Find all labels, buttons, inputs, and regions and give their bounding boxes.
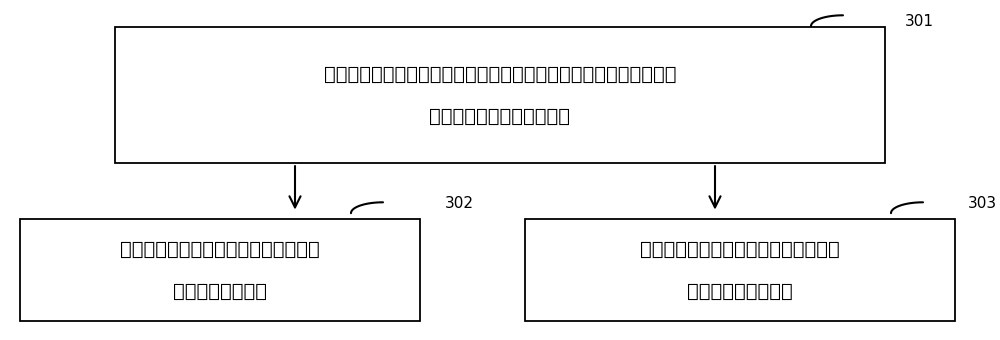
Text: 303: 303 [968,195,997,210]
Text: 301: 301 [905,14,934,29]
Text: 接收基站发送的测量配置信息；所述配置信息包括第一组配置信息、: 接收基站发送的测量配置信息；所述配置信息包括第一组配置信息、 [324,65,676,84]
Text: 302: 302 [445,195,474,210]
Text: 信息进行小区测量: 信息进行小区测量 [173,282,267,301]
Text: 在满足所述判断条件时采用第一组配置: 在满足所述判断条件时采用第一组配置 [120,240,320,259]
FancyBboxPatch shape [115,27,885,163]
FancyBboxPatch shape [525,219,955,321]
FancyBboxPatch shape [20,219,420,321]
Text: 第二组配置信息和判断条件: 第二组配置信息和判断条件 [430,107,570,126]
Text: 在不满足所述判断条件时采用第二组配: 在不满足所述判断条件时采用第二组配 [640,240,840,259]
Text: 置信息进行小区测量: 置信息进行小区测量 [687,282,793,301]
